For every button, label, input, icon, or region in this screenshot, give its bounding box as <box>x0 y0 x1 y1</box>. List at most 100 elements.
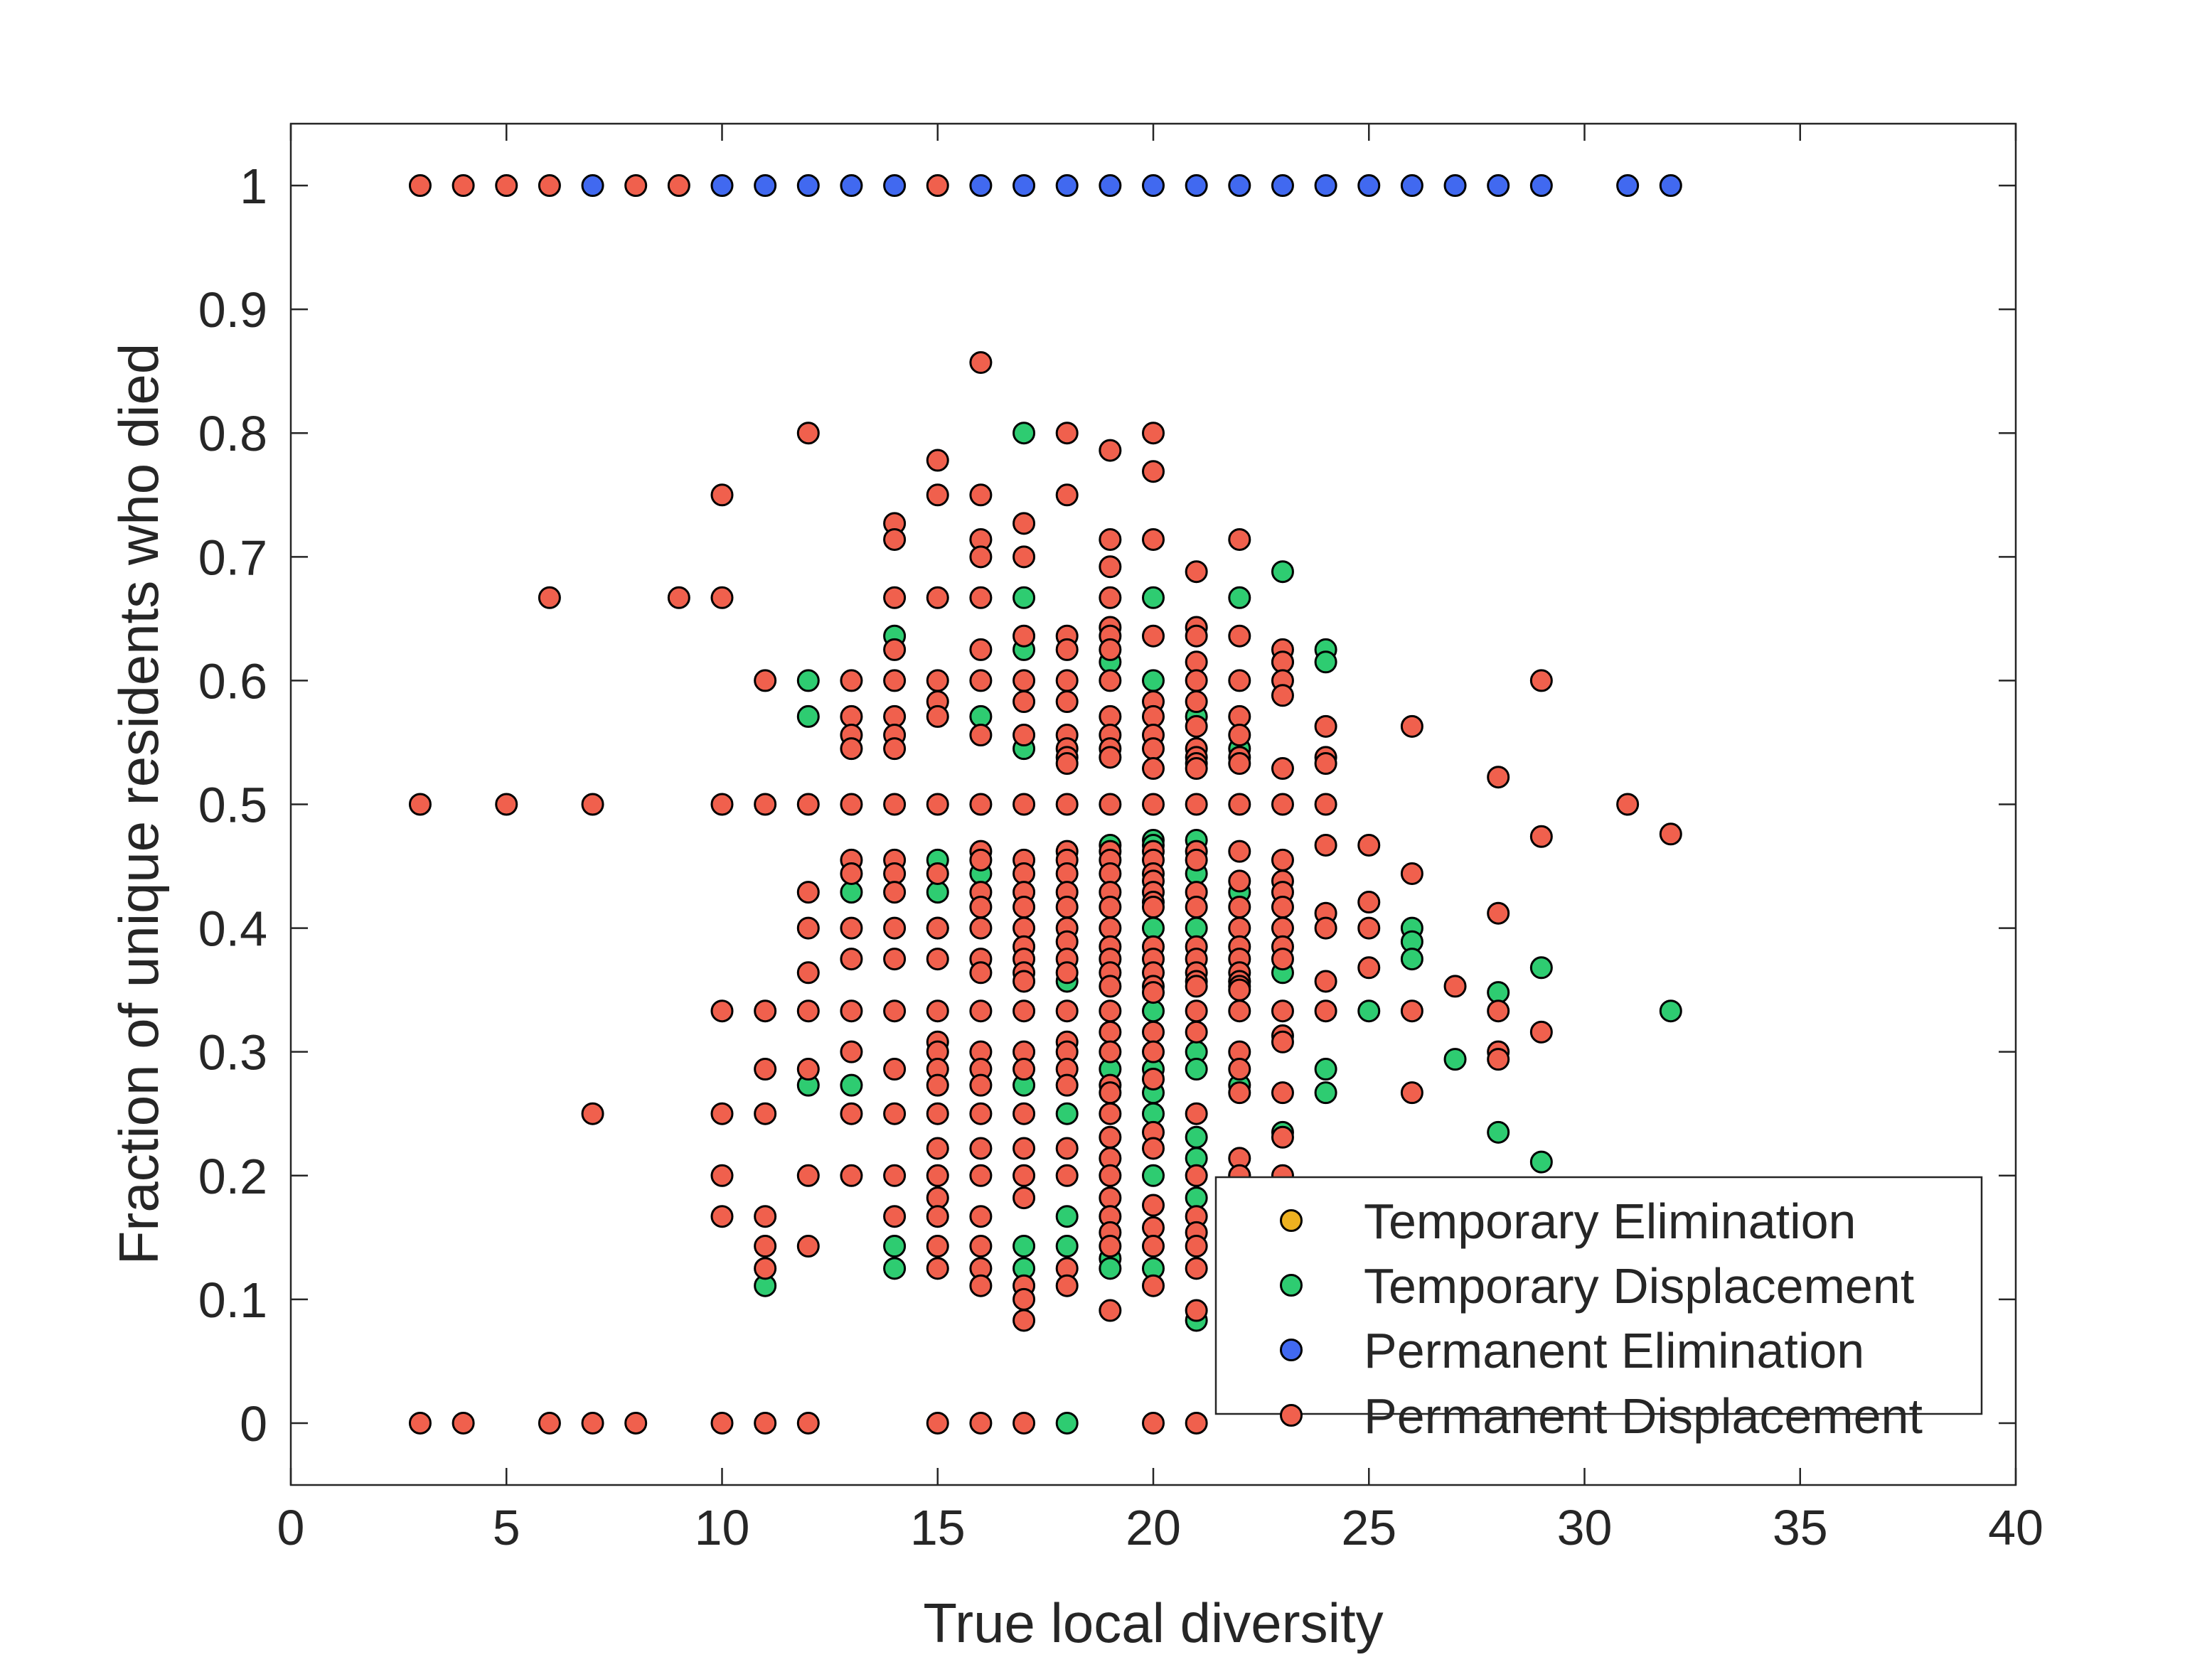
data-point <box>1099 1125 1122 1149</box>
data-point <box>1271 684 1294 707</box>
data-point <box>883 1235 907 1258</box>
data-point <box>1185 793 1208 816</box>
data-point <box>1055 793 1079 816</box>
data-point <box>1357 999 1381 1023</box>
data-point <box>840 1102 863 1125</box>
data-point <box>883 916 907 940</box>
data-point <box>796 1411 820 1435</box>
data-point <box>1142 1235 1165 1258</box>
data-point <box>1529 1150 1553 1174</box>
data-point <box>1013 793 1036 816</box>
data-point <box>1228 1058 1251 1081</box>
data-point <box>1271 560 1294 584</box>
data-point <box>1013 545 1036 569</box>
data-point <box>1185 624 1208 648</box>
data-point <box>1357 891 1381 914</box>
data-point <box>1055 895 1079 918</box>
data-point <box>796 916 820 940</box>
legend-label: Permanent Elimination <box>1364 1323 1864 1378</box>
data-point <box>1185 1235 1208 1258</box>
data-point <box>796 881 820 904</box>
data-point <box>538 586 561 609</box>
data-point <box>1013 1186 1036 1210</box>
data-point <box>754 1102 777 1125</box>
data-point <box>1314 1058 1337 1081</box>
data-point <box>1314 752 1337 776</box>
data-point <box>969 669 993 692</box>
data-point <box>969 174 993 198</box>
data-point <box>1529 669 1553 692</box>
data-point <box>710 174 734 198</box>
x-tick-label: 15 <box>910 1500 966 1555</box>
data-point <box>926 793 949 816</box>
data-point <box>1013 1058 1036 1081</box>
data-point <box>883 1164 907 1187</box>
data-point <box>969 1205 993 1228</box>
data-point <box>710 586 734 609</box>
data-point <box>754 1257 777 1280</box>
data-point <box>1099 1299 1122 1322</box>
data-point <box>1099 527 1122 551</box>
data-point <box>883 948 907 971</box>
x-tick-label: 0 <box>277 1500 305 1555</box>
data-point <box>1185 1164 1208 1187</box>
data-point <box>796 422 820 445</box>
data-point <box>1013 1164 1036 1187</box>
data-point <box>1099 1164 1122 1187</box>
y-tick-label: 0.7 <box>198 530 267 585</box>
data-point <box>1314 1081 1337 1105</box>
data-point <box>840 174 863 198</box>
data-point <box>1357 916 1381 940</box>
data-point <box>1271 1125 1294 1149</box>
data-point <box>538 174 561 198</box>
data-point <box>408 1411 432 1435</box>
data-point <box>883 1205 907 1228</box>
data-point <box>969 848 993 872</box>
data-point <box>1228 624 1251 648</box>
data-point <box>1013 1235 1036 1258</box>
data-point <box>1142 1137 1165 1160</box>
data-point <box>1400 999 1423 1023</box>
data-point <box>1013 1287 1036 1311</box>
markers-layer <box>408 174 1682 1435</box>
data-point <box>1185 895 1208 918</box>
data-point <box>1142 1067 1165 1090</box>
data-point <box>1099 1020 1122 1044</box>
y-tick-label: 0.2 <box>198 1149 267 1204</box>
data-point <box>1142 757 1165 781</box>
data-point <box>710 1205 734 1228</box>
data-point <box>1055 1205 1079 1228</box>
data-point <box>796 174 820 198</box>
data-point <box>1314 999 1337 1023</box>
data-point <box>624 174 648 198</box>
data-point <box>1099 638 1122 661</box>
data-point <box>1099 439 1122 462</box>
data-point <box>408 174 432 198</box>
data-point <box>1099 999 1122 1023</box>
data-point <box>1142 624 1165 648</box>
data-point <box>1055 638 1079 661</box>
data-point <box>581 793 604 816</box>
data-point <box>926 1164 949 1187</box>
data-point <box>1487 999 1510 1023</box>
data-point <box>1099 586 1122 609</box>
data-point <box>796 669 820 692</box>
data-point <box>969 724 993 747</box>
data-point <box>840 1073 863 1097</box>
data-point <box>1055 1137 1079 1160</box>
data-point <box>754 1205 777 1228</box>
data-point <box>1142 1274 1165 1297</box>
data-point <box>1099 555 1122 579</box>
data-point <box>1228 174 1251 198</box>
data-point <box>1013 970 1036 993</box>
y-tick-label: 0.6 <box>198 653 267 709</box>
data-point <box>969 1137 993 1160</box>
data-point <box>840 1164 863 1187</box>
data-point <box>1314 650 1337 674</box>
data-point <box>926 1205 949 1228</box>
data-point <box>1529 956 1553 980</box>
data-point <box>1443 174 1467 198</box>
legend-marker <box>1280 1404 1303 1427</box>
data-point <box>1142 1164 1165 1187</box>
